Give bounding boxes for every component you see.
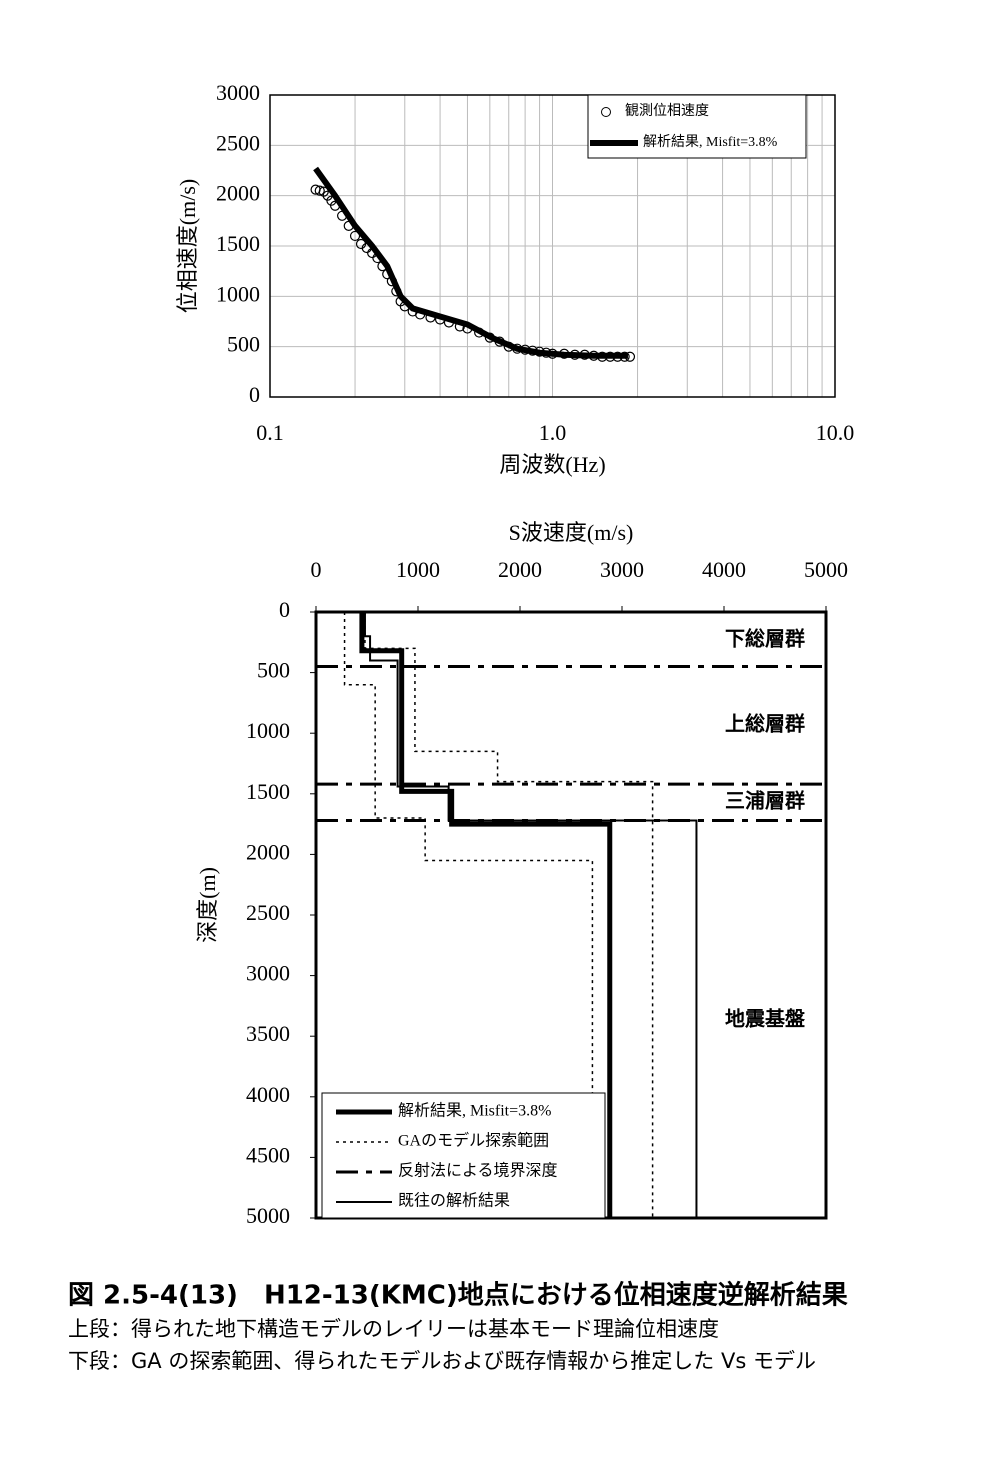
x-tick-label: 0.1 — [256, 420, 284, 445]
y-axis-title: 位相速度(m/s) — [175, 179, 200, 313]
y-tick-label: 1000 — [216, 281, 260, 306]
legend-label: 既往の解析結果 — [398, 1192, 510, 1210]
y-tick-label: 1500 — [246, 779, 290, 804]
y-tick-label: 1500 — [216, 231, 260, 256]
legend-label: 解析結果, Misfit=3.8% — [643, 134, 778, 150]
y-axis-title: 深度(m) — [195, 867, 220, 943]
x-axis-title: 周波数(Hz) — [499, 452, 605, 477]
x-tick-label: 5000 — [804, 557, 848, 582]
y-tick-label: 2500 — [246, 900, 290, 925]
profile-line — [359, 612, 613, 1218]
y-tick-label: 2000 — [246, 839, 290, 864]
x-tick-label: 1.0 — [539, 420, 567, 445]
x-tick-label: 2000 — [498, 557, 542, 582]
x-tick-label: 4000 — [702, 557, 746, 582]
x-tick-label: 10.0 — [816, 420, 855, 445]
legend-label: 反射法による境界深度 — [398, 1161, 558, 1180]
y-tick-label: 3000 — [216, 80, 260, 105]
layer-label: 地震基盤 — [725, 1007, 806, 1031]
x-tick-label: 3000 — [600, 557, 644, 582]
y-tick-label: 500 — [257, 658, 290, 683]
y-tick-label: 0 — [279, 597, 290, 622]
data-line — [313, 166, 628, 359]
profile-line — [363, 612, 698, 1218]
y-tick-label: 3000 — [246, 961, 290, 986]
data-point — [314, 185, 325, 196]
layer-label: 下総層群 — [725, 627, 805, 651]
caption-line: 下段：GA の探索範囲、得られたモデルおよび既存情報から推定した Vs モデル — [68, 1349, 816, 1373]
x-tick-label: 1000 — [396, 557, 440, 582]
x-axis-title: S波速度(m/s) — [509, 520, 634, 545]
legend-box — [587, 94, 807, 159]
y-tick-label: 3500 — [246, 1021, 290, 1046]
y-tick-label: 2500 — [216, 130, 260, 155]
data-point — [349, 230, 361, 242]
y-tick-label: 5000 — [246, 1203, 290, 1228]
legend-label: 解析結果, Misfit=3.8% — [398, 1102, 551, 1120]
legend-label: GAのモデル探索範囲 — [398, 1131, 549, 1150]
y-tick-label: 1000 — [246, 718, 290, 743]
x-tick-label: 0 — [311, 557, 322, 582]
y-tick-label: 500 — [227, 332, 260, 357]
profile-line — [343, 612, 594, 1097]
y-tick-label: 0 — [249, 382, 260, 407]
layer-label: 三浦層群 — [725, 789, 805, 813]
layer-label: 上総層群 — [725, 712, 805, 736]
y-tick-label: 2000 — [216, 181, 260, 206]
plot-frame — [269, 94, 836, 398]
legend-marker — [601, 107, 611, 117]
y-tick-label: 4000 — [246, 1082, 290, 1107]
caption-line: 上段：得られた地下構造モデルのレイリーは基本モード理論位相速度 — [68, 1317, 719, 1341]
legend-label: 観測位相速度 — [625, 102, 709, 119]
profile-line — [364, 612, 654, 1218]
y-tick-label: 4500 — [246, 1142, 290, 1167]
caption-title: 図 2.5-4(13) H12-13(KMC)地点における位相速度逆解析結果 — [68, 1280, 848, 1311]
